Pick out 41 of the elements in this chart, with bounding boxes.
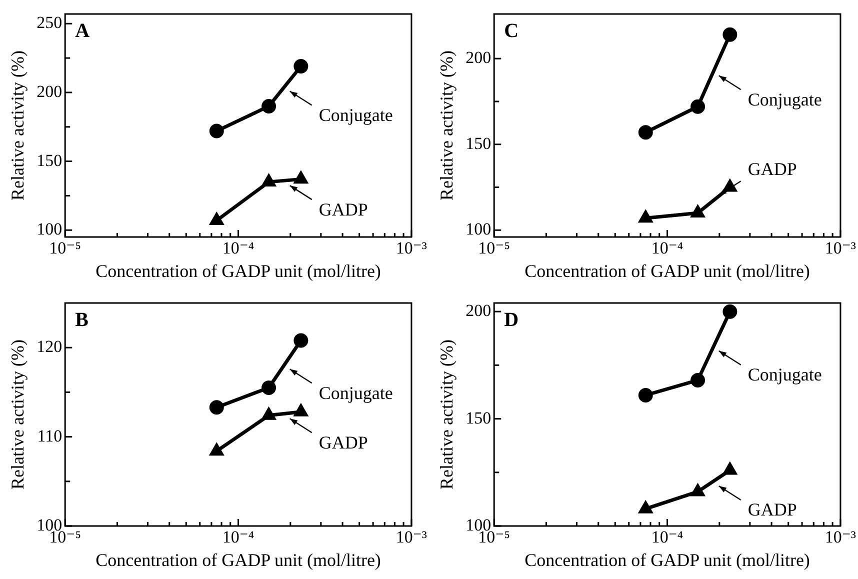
x-axis-title: Concentration of GADP unit (mol/litre) <box>96 260 381 281</box>
y-tick-label: 200 <box>466 301 492 320</box>
legend-label: GADP <box>748 500 797 520</box>
x-tick-label: 10⁻⁴ <box>222 528 254 547</box>
y-tick-label: 110 <box>37 426 62 446</box>
x-axis-title: Concentration of GADP unit (mol/litre) <box>524 550 810 570</box>
y-tick-label: 150 <box>466 134 492 153</box>
legend-label: Conjugate <box>318 382 393 403</box>
y-axis-title: Relative activity (%) <box>436 340 457 490</box>
chart-title: B <box>75 309 88 332</box>
legend-label: GADP <box>318 199 368 220</box>
y-axis-title: Relative activity (%) <box>8 340 28 490</box>
chart-title: D <box>504 309 519 332</box>
y-tick-label: 150 <box>466 408 492 428</box>
y-tick-label: 100 <box>36 220 62 239</box>
x-tick-label: 10⁻³ <box>824 528 856 547</box>
legend-label: Conjugate <box>318 105 393 126</box>
y-tick-label: 250 <box>36 13 62 32</box>
chart-title: A <box>75 20 90 42</box>
x-tick-label: 10⁻⁴ <box>651 238 684 258</box>
series-label: GADP <box>748 158 797 179</box>
legend-label: GADP <box>318 432 368 452</box>
legend-label: Conjugate <box>748 89 822 110</box>
y-tick-label: 120 <box>36 337 62 356</box>
x-tick-label: 10⁻³ <box>824 238 856 258</box>
x-tick-label: 10⁻⁵ <box>478 238 510 258</box>
y-tick-label: 200 <box>36 82 62 101</box>
y-tick-label: 150 <box>36 150 62 170</box>
legend-label: Conjugate <box>748 364 822 385</box>
y-tick-label: 100 <box>466 220 492 239</box>
y-tick-label: 200 <box>466 48 492 68</box>
x-tick-label: 10⁻⁵ <box>49 238 82 258</box>
x-tick-label: 10⁻⁴ <box>651 528 684 547</box>
y-axis-title: Relative activity (%) <box>8 50 28 200</box>
y-axis-title: Relative activity (%) <box>436 50 457 200</box>
x-axis-title: Concentration of GADP unit (mol/litre) <box>96 550 381 570</box>
x-tick-label: 10⁻³ <box>396 528 428 547</box>
x-tick-label: 10⁻³ <box>396 238 428 258</box>
chart-title: C <box>504 20 519 42</box>
x-axis-title: Concentration of GADP unit (mol/litre) <box>524 260 810 281</box>
x-tick-label: 10⁻⁴ <box>222 238 254 258</box>
